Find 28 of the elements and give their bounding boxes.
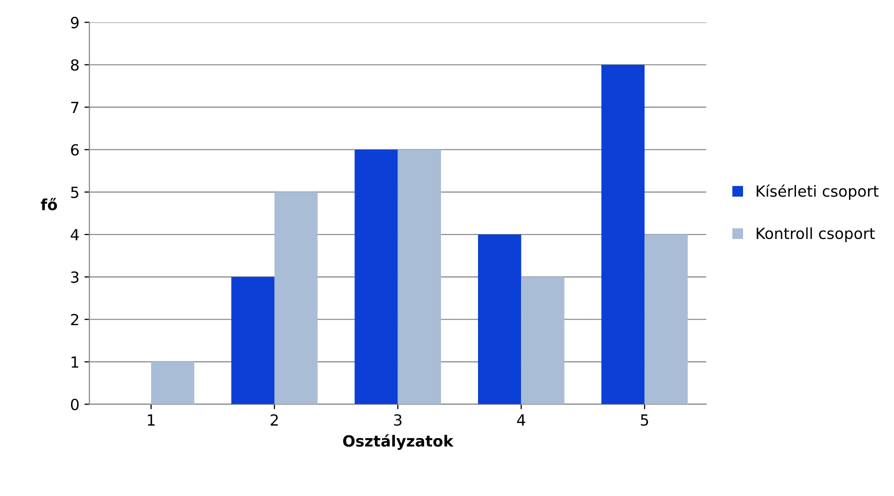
bar — [644, 234, 688, 404]
x-tick-label: 2 — [270, 414, 278, 426]
y-tick-label: 0 — [70, 398, 79, 410]
y-tick-label: 6 — [71, 144, 79, 156]
bar — [601, 64, 645, 404]
y-tick-label: 9 — [70, 16, 79, 28]
y-axis-title: fő — [40, 198, 58, 210]
x-tick-label: 5 — [640, 414, 648, 426]
y-tick-label: 7 — [71, 102, 78, 113]
x-tick-label: 3 — [394, 414, 402, 426]
bar — [521, 276, 564, 404]
y-tick-label: 2 — [71, 314, 78, 326]
x-tick-label: 4 — [517, 414, 526, 426]
y-tick-label: 5 — [71, 186, 78, 198]
y-tick-label: 4 — [70, 229, 79, 240]
legend-label: Kísérleti csoport — [756, 184, 879, 200]
x-axis-title: Osztályzatok — [343, 434, 454, 450]
x-tick-label: 1 — [148, 414, 155, 426]
bar — [398, 150, 442, 404]
y-tick-label: 1 — [72, 356, 78, 368]
y-tick-label: 8 — [70, 59, 79, 71]
bar — [151, 362, 194, 404]
y-tick-label: 3 — [71, 271, 78, 283]
bar — [231, 276, 274, 404]
bar — [478, 234, 522, 404]
bar — [274, 192, 318, 404]
bar — [354, 150, 398, 404]
legend-label: Kontroll csoport — [756, 227, 875, 242]
